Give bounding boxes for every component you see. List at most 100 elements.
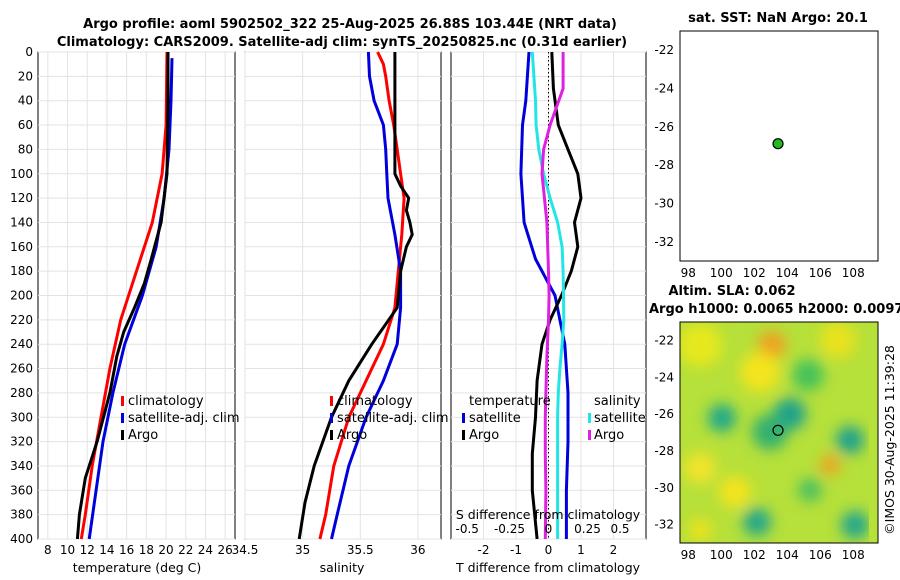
x-tick-label: 1: [577, 543, 585, 557]
legend-swatch-t-satellite: [462, 413, 465, 423]
map-y-tick-label: -32: [654, 518, 674, 532]
sla-blob: [708, 404, 736, 432]
sla-blob: [820, 322, 856, 358]
sla-blob: [752, 414, 788, 450]
map-y-tick-label: -22: [654, 333, 674, 347]
map-annotations: 98 100 102 104 106 108 -22 -24 -26 -28 -30 -32 98 100…: [654, 43, 864, 562]
depth-tick-label: 360: [10, 483, 33, 497]
salinity-xlabel: salinity: [320, 560, 365, 575]
temperature-argo-line: [75, 52, 170, 540]
argo-location-marker: [772, 424, 784, 436]
map-y-tick-label: -26: [654, 407, 674, 421]
legend-label-satellite: satellite-adj. clim: [128, 411, 240, 426]
map-y-tick-label: -22: [654, 43, 674, 57]
x-tick-label: 12: [80, 543, 95, 557]
legend-label-argo: Argo: [128, 428, 158, 443]
x-tick-label: 26: [218, 543, 233, 557]
map-x-tick-label: 106: [809, 266, 832, 280]
depth-tick-label: 220: [10, 313, 33, 327]
difference-s-argo-line: [540, 52, 565, 540]
sla-blob: [758, 331, 786, 359]
map-x-tick-label: 108: [842, 266, 865, 280]
legend-label-t-satellite: satellite: [469, 411, 521, 426]
legend-label-climatology: climatology: [128, 394, 204, 409]
map-y-tick-label: -28: [654, 158, 674, 172]
difference-t-argo-line: [530, 51, 583, 540]
sla-map-title-2: Argo h1000: 0.0065 h2000: 0.0097: [649, 302, 900, 317]
temperature-climatology-line: [79, 51, 169, 540]
legend-label-satellite: satellite-adj. clim: [337, 411, 449, 426]
depth-tick-label: 300: [10, 410, 33, 424]
difference-s-satellite-line: [530, 51, 566, 539]
sla-blob: [719, 476, 751, 508]
profile-curves: [75, 51, 583, 540]
legend-swatch-climatology: [330, 396, 333, 406]
sla-blob: [743, 508, 771, 536]
x-tick-label: 2: [610, 543, 618, 557]
sla-blob: [841, 511, 869, 539]
map-x-tick-label: 104: [776, 548, 799, 562]
sla-map-title-1: Altim. SLA: 0.062: [669, 284, 796, 299]
map-y-tick-label: -28: [654, 444, 674, 458]
map-x-tick-label: 100: [710, 266, 733, 280]
map-x-tick-label: 98: [681, 266, 696, 280]
sst-map-title: sat. SST: NaN Argo: 20.1: [688, 11, 868, 26]
difference-t-satellite-line: [519, 51, 570, 539]
depth-tick-label: 20: [18, 69, 33, 83]
map-y-tick-label: -32: [654, 235, 674, 249]
depth-tick-label: 100: [10, 167, 33, 181]
depth-tick-label: 180: [10, 264, 33, 278]
x-tick-label: 18: [139, 543, 154, 557]
tick-labels: 0204060801001201401601802002202402602803…: [10, 45, 629, 557]
x-tick-label: 14: [99, 543, 114, 557]
x-tick-label: -1: [510, 543, 522, 557]
legend-swatch-s-satellite: [588, 413, 591, 423]
title-line-1: Argo profile: aoml 5902502_322 25-Aug-20…: [83, 17, 617, 32]
sla-blob: [684, 452, 716, 484]
map-x-tick-label: 102: [743, 548, 766, 562]
sla-map-frame: [679, 321, 879, 544]
sla-blob: [820, 455, 840, 475]
sla-blob: [836, 426, 864, 454]
salinity-argo-line: [297, 52, 414, 540]
depth-tick-label: 340: [10, 459, 33, 473]
map-x-tick-label: 104: [776, 266, 799, 280]
map-x-tick-label: 98: [681, 548, 696, 562]
temperature-satellite-adj-clim-line: [87, 58, 174, 540]
legend-swatch-satellite: [330, 413, 333, 423]
depth-tick-label: 380: [10, 508, 33, 522]
legend-swatch-satellite: [121, 413, 124, 423]
legend-swatch-s-argo: [588, 430, 591, 440]
depth-tick-label: 80: [18, 142, 33, 156]
depth-tick-label: 260: [10, 362, 33, 376]
map-x-tick-label: 100: [710, 548, 733, 562]
sla-blobs: [680, 322, 869, 542]
top-tick-label: -0.25: [494, 522, 525, 536]
difference-xlabel: T difference from climatology: [455, 560, 641, 575]
x-tick-label: 35.5: [347, 543, 374, 557]
salinity-satellite-adj-clim-line: [330, 51, 403, 540]
sla-blob: [792, 359, 824, 391]
depth-tick-label: 320: [10, 435, 33, 449]
depth-tick-label: 240: [10, 337, 33, 351]
map-x-tick-label: 106: [809, 548, 832, 562]
top-tick-label: -0.5: [456, 522, 479, 536]
temperature-legend: climatology satellite-adj. clim Argo: [121, 394, 240, 443]
depth-tick-label: 160: [10, 240, 33, 254]
legend-swatch-argo: [330, 430, 333, 440]
legend-label-s-satellite: satellite: [594, 411, 646, 426]
sla-blob: [688, 518, 712, 542]
depth-tick-label: 400: [10, 532, 33, 546]
depth-tick-label: 280: [10, 386, 33, 400]
imos-watermark: ©IMOS 30-Aug-2025 11:39:28: [882, 345, 897, 535]
legend-label-s-argo: Argo: [594, 428, 624, 443]
x-tick-label: 20: [158, 543, 173, 557]
map-x-tick-label: 102: [743, 266, 766, 280]
legend-swatch-climatology: [121, 396, 124, 406]
top-tick-label: 0: [545, 522, 553, 536]
grid-lines: [38, 51, 646, 540]
top-tick-label: 0.5: [610, 522, 629, 536]
top-tick-label: 0.25: [574, 522, 601, 536]
argo-location-marker: [772, 138, 784, 150]
legend-label-climatology: climatology: [337, 394, 413, 409]
